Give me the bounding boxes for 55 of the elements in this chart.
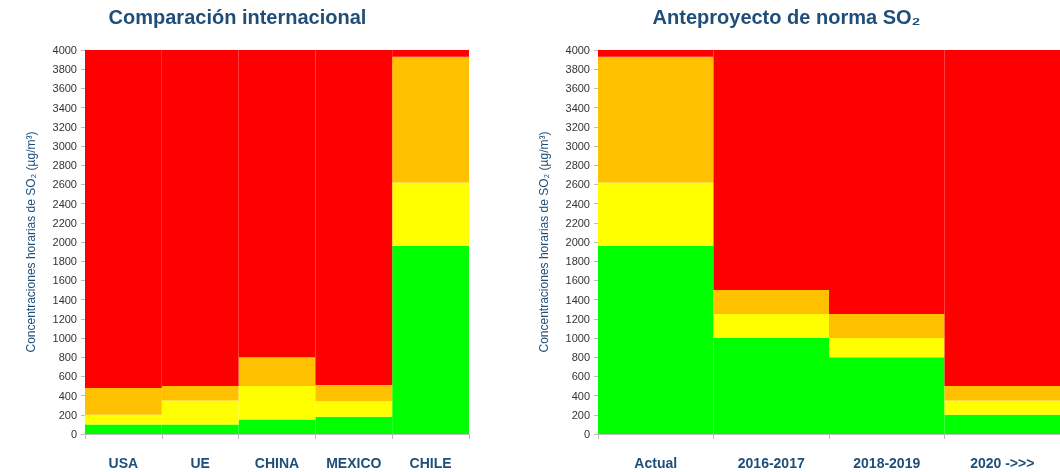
y-tick-label: 4000: [565, 44, 590, 56]
x-tick-label: 2020 ->>>: [970, 455, 1035, 471]
y-tick-label: 1200: [52, 312, 77, 325]
x-tick-label: USA: [108, 455, 139, 471]
x-tick-label: MEXICO: [326, 455, 382, 471]
y-tick-label: 2400: [52, 197, 77, 210]
y-tick-label: 1000: [52, 332, 77, 344]
y-tick-label: 0: [70, 428, 77, 440]
x-tick-label: 2018-2019: [853, 455, 921, 471]
y-tick-label: 3200: [52, 120, 77, 133]
y-tick-label: 400: [58, 389, 77, 402]
y-tick-label: 2000: [565, 236, 590, 248]
y-tick-label: 3200: [565, 120, 590, 133]
y-tick-label: 3800: [52, 63, 77, 76]
x-tick-label: Actual: [634, 455, 678, 471]
y-tick-label: 200: [571, 408, 590, 421]
chart-title: Anteproyecto de norma SO₂: [652, 6, 921, 28]
y-tick-label: 600: [571, 370, 590, 383]
y-tick-label: 1600: [52, 274, 77, 287]
y-tick-label: 2800: [565, 159, 590, 172]
y-tick-label: 3800: [565, 63, 590, 76]
y-tick-label: 1000: [565, 332, 590, 344]
y-tick-label: 3400: [52, 101, 77, 114]
x-tick-label: 2016-2017: [737, 455, 805, 471]
chart-title: Comparación internacional: [108, 6, 367, 28]
y-tick-label: 2200: [565, 216, 590, 229]
x-tick-label: CHILE: [409, 455, 452, 471]
y-tick-label: 3000: [52, 140, 77, 152]
y-tick-label: 3000: [565, 140, 590, 152]
y-tick-label: 1800: [565, 255, 590, 268]
y-tick-label: 3600: [565, 82, 590, 95]
y-tick-label: 800: [58, 351, 77, 364]
y-tick-label: 4000: [52, 44, 77, 56]
y-tick-label: 600: [58, 370, 77, 383]
y-tick-label: 2600: [565, 178, 590, 191]
y-tick-label: 2200: [52, 216, 77, 229]
y-tick-label: 2600: [52, 178, 77, 191]
x-tick-label: UE: [190, 455, 210, 471]
y-tick-label: 2400: [565, 197, 590, 210]
y-axis-title: Concentraciones horarias de SO₂ (µg/m³): [537, 131, 551, 353]
x-tick-label: CHINA: [254, 455, 300, 471]
y-tick-label: 400: [571, 389, 590, 402]
y-tick-label: 2800: [52, 159, 77, 172]
y-tick-label: 1200: [565, 312, 590, 325]
y-tick-label: 1800: [52, 255, 77, 268]
y-tick-label: 200: [58, 408, 77, 421]
y-tick-label: 0: [583, 428, 590, 440]
y-axis-title: Concentraciones horarias de SO₂ (µg/m³): [24, 131, 38, 353]
y-tick-label: 3400: [565, 101, 590, 114]
y-tick-label: 800: [571, 351, 590, 364]
y-tick-label: 1400: [52, 293, 77, 306]
y-tick-label: 1400: [565, 293, 590, 306]
y-tick-label: 3600: [52, 82, 77, 95]
y-tick-label: 1600: [565, 274, 590, 287]
y-tick-label: 2000: [52, 236, 77, 248]
